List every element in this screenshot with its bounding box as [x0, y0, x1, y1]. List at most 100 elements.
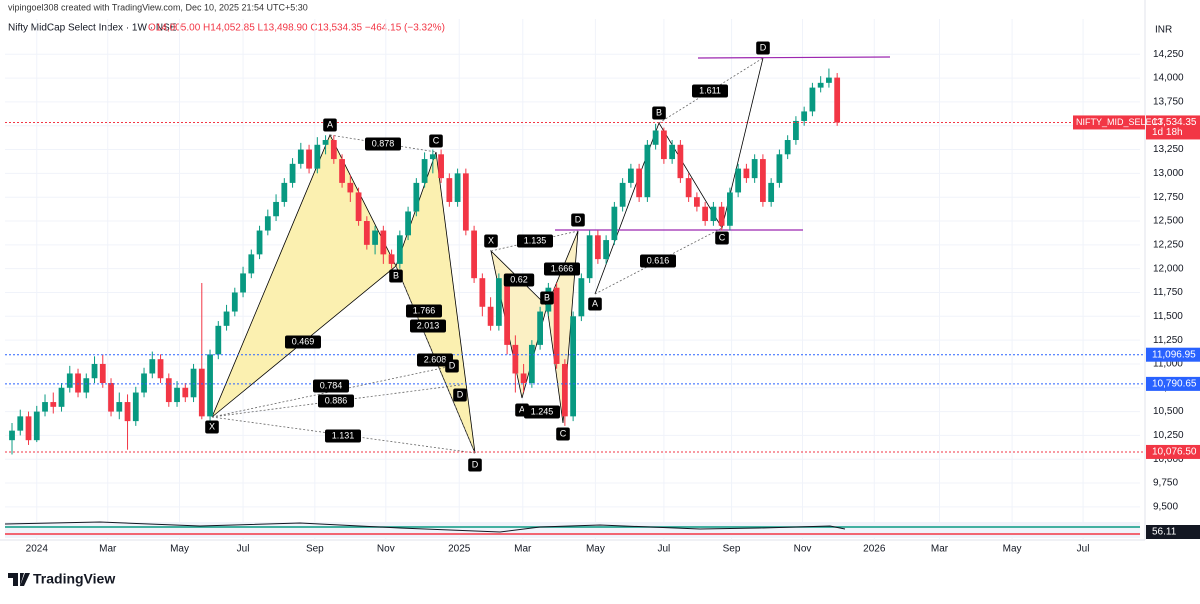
- candle-body: [776, 154, 783, 183]
- candle-body: [817, 82, 824, 88]
- symbol: Nifty MidCap Select Index · 1W · NSE: [8, 23, 177, 34]
- candle-body: [594, 235, 601, 260]
- candle-body: [207, 354, 213, 417]
- candle-body: [512, 344, 519, 374]
- candle-body: [141, 373, 147, 393]
- candle-body: [330, 140, 337, 160]
- x-tick-label: Jul: [1077, 544, 1090, 555]
- price-tag-label: 10,790.65: [1152, 379, 1197, 390]
- annotation-box: [652, 106, 666, 120]
- annotation-box: [640, 254, 676, 268]
- annotation: X: [484, 234, 498, 248]
- annotation-box: [756, 41, 770, 55]
- annotation-box: [205, 420, 219, 434]
- candle-body: [231, 292, 238, 312]
- x-tick-label: Mar: [99, 544, 117, 555]
- y-tick-label: 10,250: [1153, 430, 1184, 441]
- candle-body: [108, 383, 114, 412]
- candle-body: [462, 173, 469, 231]
- annotation-box: [313, 379, 349, 393]
- candle-body: [454, 173, 461, 202]
- annotation-label: 0.616: [647, 255, 670, 265]
- annotation: D: [468, 458, 482, 472]
- annotation-box: [406, 304, 442, 318]
- annotation: D: [453, 388, 467, 402]
- candle-body: [743, 168, 750, 179]
- annotation: D: [445, 359, 459, 373]
- x-tick-label: Jul: [657, 544, 670, 555]
- candle-body: [124, 402, 131, 422]
- annotation: 0.886: [318, 394, 354, 408]
- annotation-box: [544, 262, 580, 276]
- candle-body: [75, 373, 81, 393]
- annotation-box: [285, 335, 321, 349]
- candle-body: [421, 159, 428, 183]
- annotation-box: [571, 213, 585, 227]
- annotation-label: 1.766: [413, 305, 436, 315]
- candle-body: [33, 411, 40, 441]
- annotation-box: [484, 234, 498, 248]
- candle-body: [809, 87, 816, 112]
- candle-body: [355, 192, 362, 222]
- candle-body: [793, 120, 799, 141]
- candle-body: [760, 159, 766, 202]
- x-tick-label: 2025: [448, 544, 471, 555]
- annotation-label: 1.245: [531, 406, 554, 416]
- annotation-box: [365, 137, 401, 151]
- candle-body: [132, 392, 139, 422]
- candle-body: [190, 368, 197, 398]
- candle-body: [685, 178, 692, 198]
- candle-body: [256, 230, 263, 255]
- candle-body: [58, 387, 65, 407]
- annotation-box: [556, 427, 570, 441]
- price-tag: [1146, 347, 1200, 362]
- annotation-label: 2.013: [417, 320, 440, 330]
- y-tick-label: 12,250: [1153, 239, 1184, 250]
- annotation-box: [692, 84, 728, 98]
- x-tick-label: 2024: [26, 544, 49, 555]
- annotation-label: D: [457, 389, 464, 399]
- candle-body: [429, 154, 436, 160]
- annotation-label: D: [449, 360, 456, 370]
- candle-body: [149, 359, 156, 374]
- brand-name: TradingView: [33, 571, 115, 587]
- candle-body: [405, 211, 411, 236]
- candle-body: [751, 159, 758, 179]
- candle-body: [603, 240, 610, 260]
- candle-body: [314, 144, 321, 169]
- candle-body: [669, 144, 676, 160]
- annotation-box: [417, 353, 453, 367]
- annotation-label: B: [393, 270, 399, 280]
- harmonic-pattern: [211, 134, 397, 418]
- candle-body: [702, 206, 709, 222]
- annotation-label: X: [209, 421, 215, 431]
- price-tag-label: 13,534.35: [1152, 117, 1197, 128]
- candle-body: [157, 359, 164, 379]
- annotation-box: [503, 273, 535, 287]
- x-tick-label: Sep: [723, 544, 741, 555]
- price-tag: [1146, 115, 1200, 140]
- annotation-label: C: [560, 428, 567, 438]
- annotation: B: [652, 106, 666, 120]
- y-tick-label: 14,250: [1153, 49, 1184, 60]
- candle-body: [727, 192, 733, 226]
- annotation: C: [556, 427, 570, 441]
- candle-body: [42, 402, 48, 412]
- indicator-value: 56.11: [1152, 527, 1177, 538]
- candle-body: [215, 325, 222, 355]
- annotation: 0.616: [640, 254, 676, 268]
- annotation: B: [540, 291, 554, 305]
- annotation: 1.766: [406, 304, 442, 318]
- annotation-label: B: [544, 292, 550, 302]
- candle-body: [116, 402, 123, 412]
- candle-body: [586, 235, 593, 279]
- annotation-label: D: [760, 42, 767, 52]
- annotation-label: B: [656, 107, 662, 117]
- annotation: X: [205, 420, 219, 434]
- annotation-label: 0.784: [320, 380, 343, 390]
- y-tick-label: 13,250: [1153, 144, 1184, 155]
- candle-body: [306, 149, 312, 169]
- candle-body: [281, 182, 288, 202]
- price-tag-label: 11,096.95: [1152, 349, 1196, 360]
- candle-body: [297, 149, 304, 164]
